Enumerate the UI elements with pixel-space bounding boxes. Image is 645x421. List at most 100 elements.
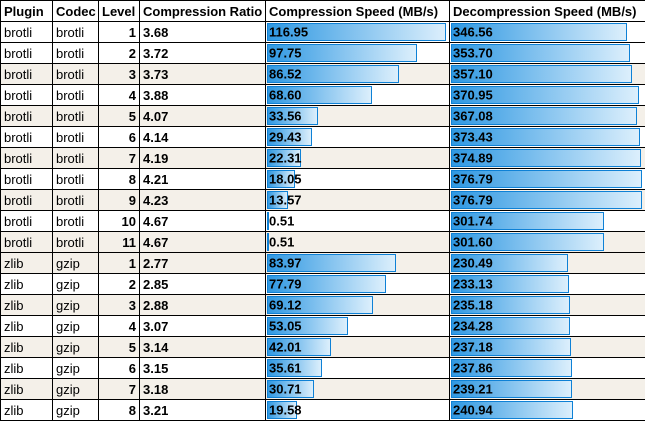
decompression-speed-bar-track: 353.70 [451, 44, 642, 62]
decompression-speed-bar [451, 107, 638, 125]
compression-speed-value: 97.75 [269, 45, 302, 61]
header-row: Plugin Codec Level Compression Ratio Compres… [0, 0, 645, 22]
decompression-speed-bar [451, 23, 627, 41]
cell-codec: gzip [52, 336, 99, 358]
table-row: brotli brotli 3 3.73 86.52 357.10 [0, 63, 645, 85]
cell-codec: brotli [52, 84, 99, 106]
table-row: brotli brotli 11 4.67 0.51 301.60 [0, 231, 645, 253]
compression-speed-bar [267, 128, 313, 146]
cell-decompression-speed: 353.70 [449, 42, 645, 64]
cell-codec: gzip [52, 315, 99, 337]
cell-codec: gzip [52, 378, 99, 400]
compression-speed-bar-track: 19.58 [267, 401, 446, 419]
cell-decompression-speed: 367.08 [449, 105, 645, 127]
decompression-speed-value: 353.70 [453, 45, 493, 61]
cell-level: 7 [98, 147, 140, 169]
compression-speed-bar-track: 22.31 [267, 149, 446, 167]
decompression-speed-value: 370.95 [453, 87, 493, 103]
compression-speed-value: 33.56 [269, 108, 302, 124]
compression-speed-value: 68.60 [269, 87, 302, 103]
cell-level: 3 [98, 294, 140, 316]
column-header-decomp: Decompression Speed (MB/s) [449, 0, 645, 22]
compression-speed-bar [267, 170, 295, 188]
compression-speed-value: 116.95 [269, 24, 309, 40]
decompression-speed-bar [451, 86, 640, 104]
decompression-speed-bar [451, 233, 604, 251]
cell-codec: brotli [52, 231, 99, 253]
column-header-plugin: Plugin [0, 0, 53, 22]
decompression-speed-value: 367.08 [453, 108, 493, 124]
decompression-speed-value: 374.89 [453, 150, 493, 166]
cell-compression-ratio: 2.85 [139, 273, 266, 295]
cell-compression-ratio: 3.88 [139, 84, 266, 106]
decompression-speed-bar-track: 301.74 [451, 212, 642, 230]
decompression-speed-bar [451, 254, 568, 272]
decompression-speed-bar-track: 239.21 [451, 380, 642, 398]
cell-decompression-speed: 346.56 [449, 21, 645, 43]
column-header-comp: Compression Speed (MB/s) [265, 0, 450, 22]
cell-level: 1 [98, 252, 140, 274]
cell-level: 4 [98, 84, 140, 106]
table-row: zlib gzip 8 3.21 19.58 240.94 [0, 399, 645, 421]
table-row: zlib gzip 4 3.07 53.05 234.28 [0, 315, 645, 337]
cell-plugin: brotli [0, 168, 53, 190]
cell-decompression-speed: 240.94 [449, 399, 645, 421]
decompression-speed-value: 235.18 [453, 297, 493, 313]
cell-decompression-speed: 301.60 [449, 231, 645, 253]
compression-speed-bar [267, 86, 372, 104]
table-row: brotli brotli 1 3.68 116.95 346.56 [0, 21, 645, 43]
cell-codec: gzip [52, 294, 99, 316]
cell-codec: brotli [52, 21, 99, 43]
decompression-speed-value: 230.49 [453, 255, 493, 271]
compression-speed-value: 42.01 [269, 339, 302, 355]
compression-speed-value: 0.51 [269, 213, 295, 229]
cell-decompression-speed: 230.49 [449, 252, 645, 274]
cell-plugin: zlib [0, 294, 53, 316]
cell-plugin: zlib [0, 336, 53, 358]
cell-plugin: brotli [0, 42, 53, 64]
cell-compression-speed: 33.56 [265, 105, 450, 127]
table-row: brotli brotli 10 4.67 0.51 301.74 [0, 210, 645, 232]
cell-codec: gzip [52, 252, 99, 274]
table-row: brotli brotli 2 3.72 97.75 353.70 [0, 42, 645, 64]
compression-speed-bar [267, 191, 288, 209]
compression-speed-bar [267, 65, 400, 83]
cell-compression-speed: 86.52 [265, 63, 450, 85]
decompression-speed-bar-track: 233.13 [451, 275, 642, 293]
compression-speed-bar [267, 107, 319, 125]
cell-compression-speed: 22.31 [265, 147, 450, 169]
cell-decompression-speed: 233.13 [449, 273, 645, 295]
cell-compression-speed: 53.05 [265, 315, 450, 337]
cell-compression-speed: 97.75 [265, 42, 450, 64]
cell-plugin: zlib [0, 357, 53, 379]
cell-decompression-speed: 373.43 [449, 126, 645, 148]
cell-compression-ratio: 3.15 [139, 357, 266, 379]
cell-level: 8 [98, 399, 140, 421]
decompression-speed-value: 301.60 [453, 234, 493, 250]
decompression-speed-value: 240.94 [453, 402, 493, 418]
decompression-speed-bar [451, 128, 641, 146]
compression-speed-bar [267, 212, 269, 230]
cell-level: 6 [98, 357, 140, 379]
compression-speed-bar-track: 116.95 [267, 23, 446, 41]
cell-decompression-speed: 237.86 [449, 357, 645, 379]
table-row: zlib gzip 1 2.77 83.97 230.49 [0, 252, 645, 274]
decompression-speed-bar-track: 234.28 [451, 317, 642, 335]
compression-speed-bar [267, 275, 387, 293]
compression-speed-value: 83.97 [269, 255, 302, 271]
cell-plugin: brotli [0, 105, 53, 127]
compression-speed-value: 19.58 [269, 402, 302, 418]
cell-decompression-speed: 374.89 [449, 147, 645, 169]
cell-level: 5 [98, 336, 140, 358]
decompression-speed-bar-track: 370.95 [451, 86, 642, 104]
cell-level: 3 [98, 63, 140, 85]
cell-decompression-speed: 239.21 [449, 378, 645, 400]
decompression-speed-bar [451, 149, 642, 167]
cell-level: 7 [98, 378, 140, 400]
compression-speed-bar-track: 30.71 [267, 380, 446, 398]
cell-compression-ratio: 3.68 [139, 21, 266, 43]
cell-compression-speed: 13.57 [265, 189, 450, 211]
decompression-speed-bar [451, 44, 631, 62]
table-row: brotli brotli 9 4.23 13.57 376.79 [0, 189, 645, 211]
compression-speed-bar-track: 13.57 [267, 191, 446, 209]
